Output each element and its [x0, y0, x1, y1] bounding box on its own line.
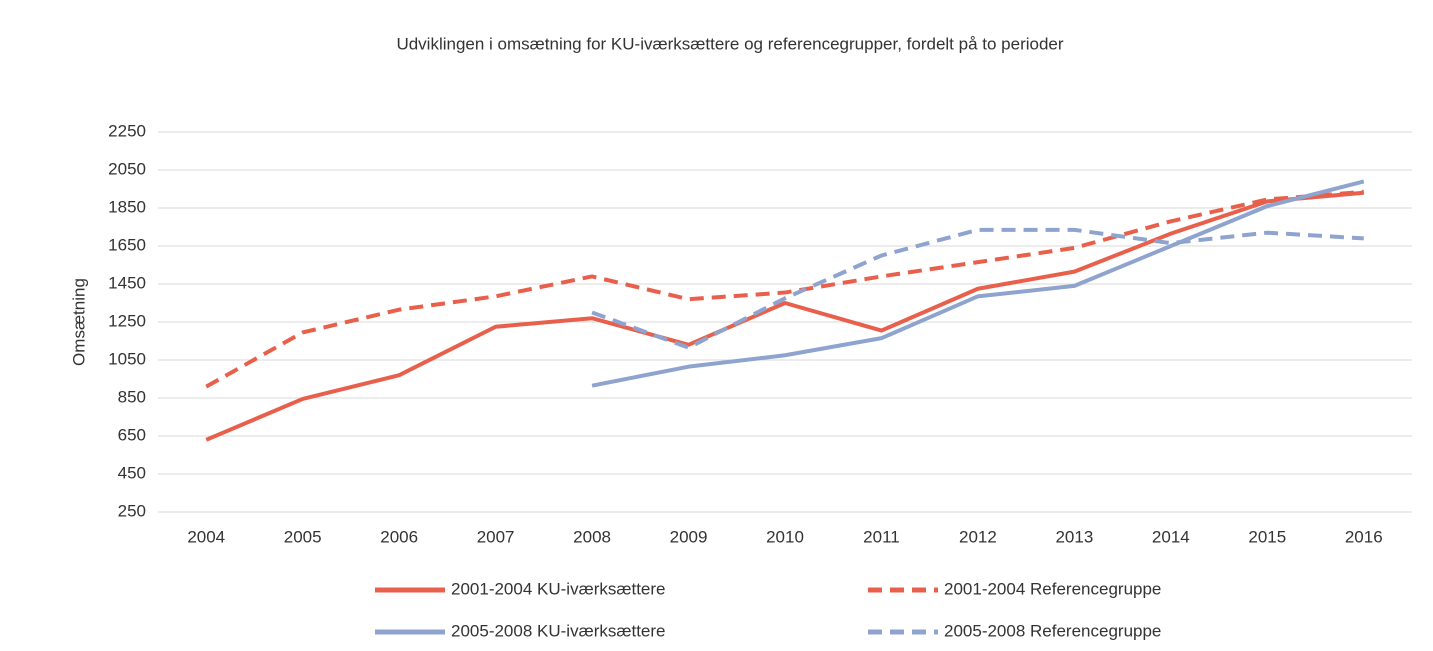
y-tick-label: 650: [118, 425, 146, 444]
x-tick-label: 2012: [959, 527, 997, 546]
legend-label: 2001-2004 KU-iværksættere: [451, 579, 665, 598]
y-tick-label: 2250: [108, 121, 146, 140]
x-tick-label: 2014: [1152, 527, 1190, 546]
y-tick-label: 1850: [108, 197, 146, 216]
x-tick-label: 2015: [1248, 527, 1286, 546]
x-tick-label: 2004: [187, 527, 225, 546]
y-tick-label: 2050: [108, 159, 146, 178]
y-tick-label: 1450: [108, 273, 146, 292]
x-tick-label: 2007: [477, 527, 515, 546]
x-tick-label: 2006: [380, 527, 418, 546]
y-tick-label: 450: [118, 463, 146, 482]
legend-label: 2001-2004 Referencegruppe: [944, 579, 1161, 598]
x-tick-label: 2008: [573, 527, 611, 546]
legend-label: 2005-2008 Referencegruppe: [944, 621, 1161, 640]
y-tick-label: 1650: [108, 235, 146, 254]
y-tick-label: 1250: [108, 311, 146, 330]
chart-title: Udviklingen i omsætning for KU-iværksætt…: [396, 34, 1063, 53]
x-tick-label: 2013: [1055, 527, 1093, 546]
y-tick-label: 850: [118, 387, 146, 406]
y-axis-label: Omsætning: [69, 278, 88, 366]
x-tick-label: 2010: [766, 527, 804, 546]
series-line: [591, 179, 1365, 388]
series-line: [205, 189, 1364, 389]
y-tick-label: 1050: [108, 349, 146, 368]
x-tick-label: 2016: [1345, 527, 1383, 546]
x-tick-label: 2009: [670, 527, 708, 546]
series-line: [591, 227, 1364, 350]
legend-label: 2005-2008 KU-iværksættere: [451, 621, 665, 640]
x-tick-label: 2011: [863, 527, 900, 546]
series-line: [205, 190, 1364, 442]
y-tick-label: 250: [118, 501, 146, 520]
x-tick-label: 2005: [284, 527, 322, 546]
